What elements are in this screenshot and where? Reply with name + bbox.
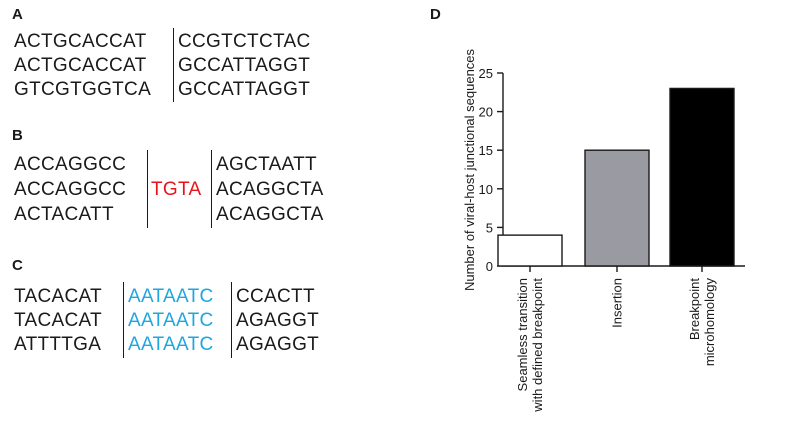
seq-a1-left: ACTGCACCAT	[14, 31, 147, 52]
y-tick-label-3: 15	[479, 143, 493, 158]
y-axis-label: Number of viral-host junctional sequence…	[462, 48, 477, 291]
seq-c3-microhomology: AATAATC	[128, 334, 214, 355]
seq-b2-right: ACAGGCTA	[216, 179, 324, 200]
panel-a-junction-line	[173, 28, 174, 102]
bar-0	[497, 234, 563, 267]
panel-b-label: B	[12, 127, 23, 144]
bar-2	[669, 87, 735, 267]
panel-d-label: D	[430, 6, 441, 23]
x-category-label-0-line-1: with defined breakpoint	[530, 278, 545, 413]
seq-c1-left: TACACAT	[14, 286, 102, 307]
seq-b3-right: ACAGGCTA	[216, 204, 324, 225]
y-tick-label-1: 5	[486, 220, 493, 235]
seq-c1-microhomology: AATAATC	[128, 286, 214, 307]
x-category-label-2-line-1: microhomology	[702, 278, 717, 367]
panel-a-label: A	[12, 6, 23, 23]
seq-a3-left: GTCGTGGTCA	[14, 79, 152, 100]
seq-b2-insertion: TGTA	[151, 179, 202, 200]
seq-a1-right: CCGTCTCTAC	[178, 31, 311, 52]
x-category-label-1-line-0: Insertion	[610, 278, 625, 328]
seq-a2-right: GCCATTAGGT	[178, 55, 311, 76]
x-category-label-0-line-0: Seamless transition	[515, 278, 530, 391]
y-tick-label-4: 20	[479, 105, 493, 120]
panel-c-junction-line-right	[231, 282, 232, 358]
seq-a3-right: GCCATTAGGT	[178, 79, 311, 100]
seq-c3-right: AGAGGT	[236, 334, 320, 355]
seq-a2-left: ACTGCACCAT	[14, 55, 147, 76]
panel-b-junction-line-right	[211, 150, 212, 228]
panel-b-junction-line-left	[147, 150, 148, 228]
x-category-label-1: Insertion	[610, 278, 625, 328]
seq-b1-left: ACCAGGCC	[14, 154, 127, 175]
seq-b1-right: AGCTAATT	[216, 154, 317, 175]
y-tick-label-2: 10	[479, 182, 493, 197]
x-category-label-2-line-0: Breakpoint	[687, 278, 702, 341]
y-tick-label-5: 25	[479, 66, 493, 81]
seq-c2-right: AGAGGT	[236, 310, 320, 331]
seq-c2-microhomology: AATAATC	[128, 310, 214, 331]
y-tick-label-0: 0	[486, 259, 493, 274]
x-category-label-2: Breakpoint microhomology	[687, 278, 717, 367]
seq-b2-left: ACCAGGCC	[14, 179, 127, 200]
x-category-label-0: Seamless transition with defined breakpoi…	[515, 278, 545, 413]
seq-b3-left: ACTACATT	[14, 204, 114, 225]
bar-1	[584, 149, 650, 267]
seq-c2-left: TACACAT	[14, 310, 102, 331]
seq-c3-left: ATTTTGA	[14, 334, 102, 355]
panel-c-junction-line-left	[123, 282, 124, 358]
seq-c1-right: CCACTT	[236, 286, 315, 307]
panel-c-label: C	[12, 257, 23, 274]
